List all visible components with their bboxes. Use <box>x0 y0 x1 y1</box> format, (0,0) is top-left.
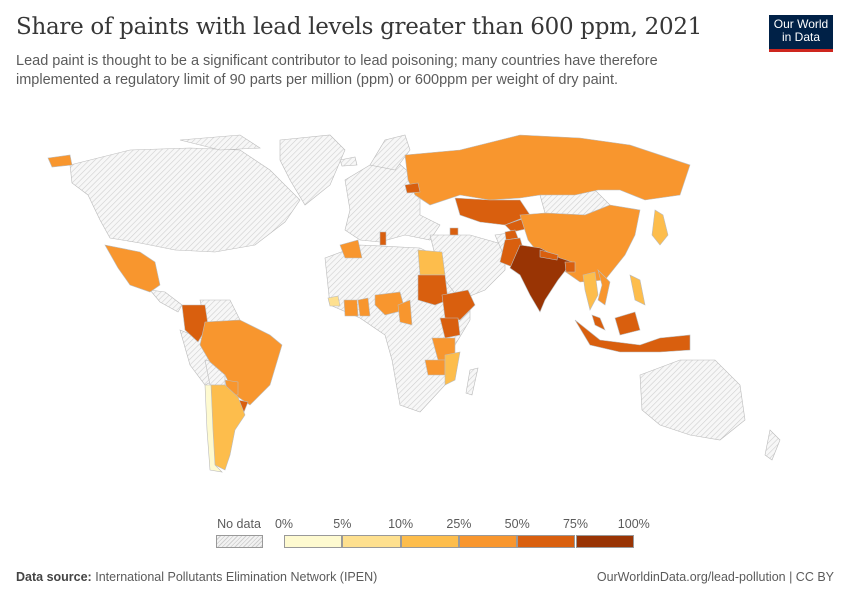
legend: No data 0% 5% 10% 25% 50% 75% 100% <box>0 515 850 555</box>
country-malaysia[interactable] <box>591 314 606 331</box>
owid-logo[interactable]: Our World in Data <box>769 15 833 52</box>
chart-subtitle: Lead paint is thought to be a significan… <box>16 53 658 88</box>
country-madagascar[interactable] <box>465 367 479 396</box>
legend-bin-50-75%[interactable] <box>517 535 576 548</box>
legend-tick: 50% <box>504 517 530 531</box>
country-cote-divoire[interactable] <box>343 299 359 317</box>
country-nigeria[interactable] <box>374 291 406 316</box>
country-tunisia[interactable] <box>379 231 387 246</box>
legend-tick: 5% <box>333 517 352 531</box>
country-algeria[interactable] <box>339 239 363 259</box>
country-zambia[interactable] <box>424 359 446 376</box>
data-source-label: Data source: <box>16 570 92 584</box>
country-thailand[interactable] <box>582 271 599 311</box>
country-kenya[interactable] <box>439 317 461 339</box>
country-belarus[interactable] <box>404 182 421 194</box>
country-cameroon[interactable] <box>397 299 413 326</box>
country-armenia[interactable] <box>449 227 459 236</box>
country-greenland[interactable] <box>279 134 346 206</box>
country-canada-islands[interactable] <box>179 134 261 151</box>
country-scandinavia[interactable] <box>369 134 411 171</box>
country-mozambique[interactable] <box>444 351 461 386</box>
country-ghana[interactable] <box>357 297 371 317</box>
legend-bin-0-5%[interactable] <box>284 535 343 548</box>
legend-tick: 0% <box>274 517 294 531</box>
legend-tick: 10% <box>388 517 414 531</box>
country-egypt[interactable] <box>417 249 446 276</box>
legend-bin-75-100%[interactable] <box>575 535 634 548</box>
country-brazil[interactable] <box>199 319 283 406</box>
legend-bin-10-25%[interactable] <box>400 535 459 548</box>
country-iceland[interactable] <box>339 156 358 167</box>
logo-line-1: Our World <box>773 17 829 31</box>
legend-tick: 75% <box>562 517 589 531</box>
country-kazakhstan[interactable] <box>454 197 531 226</box>
country-senegal[interactable] <box>327 295 341 307</box>
country-new-zealand[interactable] <box>764 429 781 461</box>
country-central-america[interactable] <box>149 289 183 313</box>
legend-no-data-label: No data <box>217 517 261 531</box>
country-japan[interactable] <box>651 209 669 246</box>
country-russia-east[interactable] <box>47 154 73 168</box>
legend-no-data-swatch[interactable] <box>216 535 263 548</box>
country-vietnam[interactable] <box>597 268 611 306</box>
country-chile[interactable] <box>204 384 223 473</box>
country-philippines[interactable] <box>629 274 646 306</box>
country-australia[interactable] <box>639 359 746 441</box>
country-ethiopia[interactable] <box>441 289 476 321</box>
legend-bin-25-50%[interactable] <box>458 535 518 548</box>
country-sudan[interactable] <box>417 274 449 306</box>
data-source: Data source: International Pollutants El… <box>16 570 377 584</box>
logo-line-2: in Data <box>781 30 821 44</box>
data-source-text: International Pollutants Elimination Net… <box>95 570 378 584</box>
country-mexico[interactable] <box>104 244 161 293</box>
country-indonesia[interactable] <box>574 319 691 353</box>
country-indonesia-borneo[interactable] <box>614 311 641 336</box>
legend-tick: 100% <box>617 517 650 531</box>
country-russia[interactable] <box>404 134 691 206</box>
world-map[interactable] <box>0 120 850 500</box>
source-url[interactable]: OurWorldinData.org/lead-pollution | CC B… <box>596 570 834 584</box>
country-north-america[interactable] <box>69 147 301 253</box>
legend-bin-5-10%[interactable] <box>342 535 401 548</box>
country-nepal[interactable] <box>539 249 559 261</box>
country-bangladesh[interactable] <box>564 261 576 273</box>
chart-title: Share of paints with lead levels greater… <box>16 14 703 40</box>
legend-tick: 25% <box>446 517 472 531</box>
